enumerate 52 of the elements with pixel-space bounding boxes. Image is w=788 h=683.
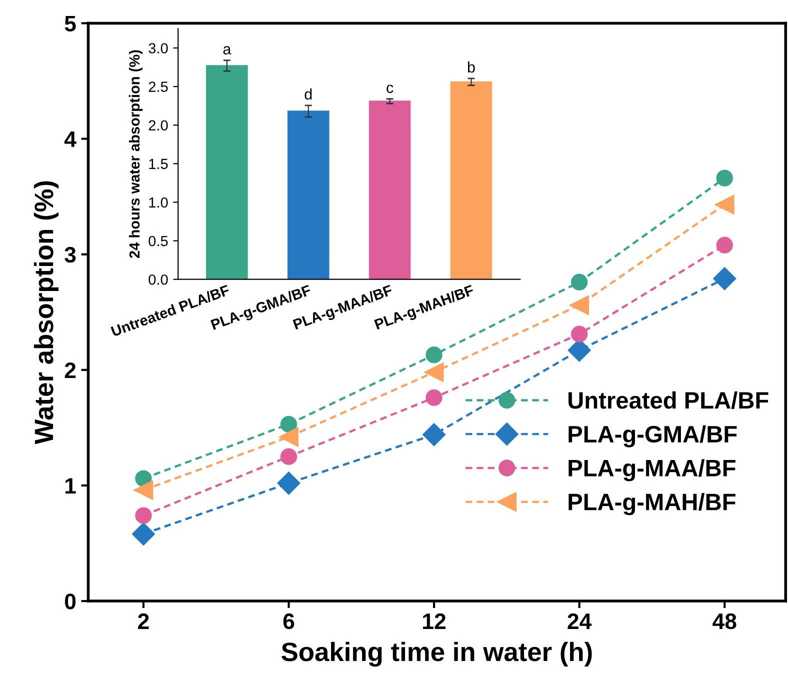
annotation: c <box>386 84 394 94</box>
bar <box>206 65 248 280</box>
point <box>570 274 588 290</box>
x-tick-label: 2 <box>138 613 149 629</box>
point <box>422 423 446 446</box>
point <box>134 480 154 500</box>
point <box>713 267 736 290</box>
point <box>426 346 442 364</box>
point <box>280 448 298 465</box>
y-tick-label: 1 <box>65 478 76 494</box>
y-axis-title: Water absorption (%) <box>34 181 59 444</box>
x-tick-label: 24 <box>568 613 592 629</box>
x-tick-label: 6 <box>283 613 294 630</box>
y-tick-label: 2 <box>64 362 76 378</box>
point <box>135 507 152 524</box>
bar <box>287 110 330 280</box>
point <box>570 326 588 342</box>
point <box>132 522 155 546</box>
x-axis-title: Soaking time in water (h) <box>282 642 592 667</box>
y-tick-label: 3.0 <box>148 43 168 54</box>
y-tick-label: 2.5 <box>148 82 168 92</box>
legend-label: PLA-g-MAA/BF <box>568 459 736 482</box>
point <box>280 416 298 433</box>
point <box>714 194 734 214</box>
y-tick-label: 3 <box>64 246 76 263</box>
point <box>716 170 733 186</box>
bar <box>450 81 492 280</box>
legend-label: Untreated PLA/BF <box>568 391 768 409</box>
point <box>279 427 298 447</box>
annotation: a <box>223 46 232 55</box>
y-tick-label: 4 <box>64 132 76 147</box>
point <box>424 362 444 382</box>
point <box>135 470 152 487</box>
y-axis-title: 24 hours water absorption (%) <box>128 50 143 258</box>
y-tick-label: 0.0 <box>148 274 168 285</box>
annotation: d <box>304 88 312 100</box>
y-tick-label: 2.0 <box>148 120 168 131</box>
legend-label: PLA-g-GMA/BF <box>568 425 737 448</box>
y-tick-label: 1.5 <box>149 158 168 170</box>
legend-label: PLA-g-MAH/BF <box>568 493 736 516</box>
point <box>277 472 300 495</box>
annotation: b <box>468 61 475 73</box>
y-tick-label: 1.0 <box>149 197 168 208</box>
point <box>426 389 442 406</box>
y-tick-label: 0 <box>64 594 76 610</box>
point <box>716 236 733 254</box>
y-tick-label: 5 <box>64 16 76 32</box>
x-tick-label: 48 <box>712 613 736 630</box>
point <box>570 295 590 315</box>
y-tick-label: 0.5 <box>148 236 168 246</box>
bar <box>368 100 411 280</box>
x-tick-label: 12 <box>423 613 446 629</box>
